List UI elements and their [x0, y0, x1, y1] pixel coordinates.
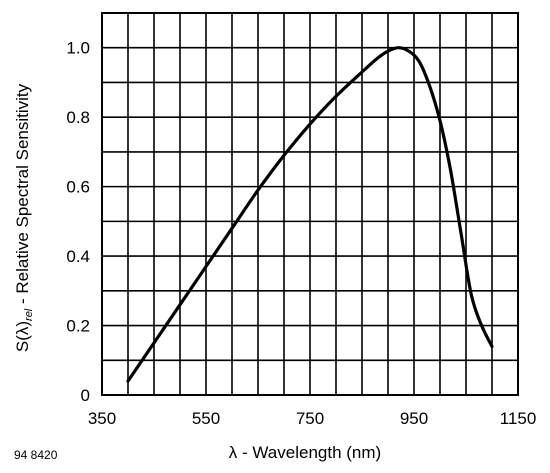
y-axis-title-subscript: rel [23, 308, 35, 321]
x-tick-label: 550 [192, 409, 220, 428]
x-tick-label: 350 [88, 409, 116, 428]
y-tick-label: 0 [81, 386, 90, 405]
sensitivity-curve [126, 46, 494, 383]
y-tick-label: 0.6 [66, 178, 90, 197]
x-tick-label: 1150 [500, 409, 537, 428]
x-axis-title: λ - Wavelength (nm) [229, 443, 381, 462]
y-tick-label: 0.4 [66, 247, 90, 266]
figure-code: 94 8420 [14, 448, 58, 462]
x-tick-label: 750 [296, 409, 324, 428]
plot-frame [101, 12, 519, 396]
grid-lines [102, 13, 518, 395]
tick-labels: 350 550 750 950 1150 0 0.2 0.4 0.6 0.8 1.0 [66, 39, 536, 428]
y-axis-title-suffix: - Relative Spectral Sensitivity [13, 83, 32, 308]
y-tick-label: 1.0 [66, 39, 90, 58]
x-tick-label: 950 [400, 409, 428, 428]
y-tick-label: 0.8 [66, 108, 90, 127]
y-tick-label: 0.2 [66, 317, 90, 336]
y-axis-title-prefix: S(λ) [13, 321, 32, 352]
y-axis-title: S(λ)rel - Relative Spectral Sensitivity [13, 83, 35, 352]
curve-layer [126, 46, 494, 383]
